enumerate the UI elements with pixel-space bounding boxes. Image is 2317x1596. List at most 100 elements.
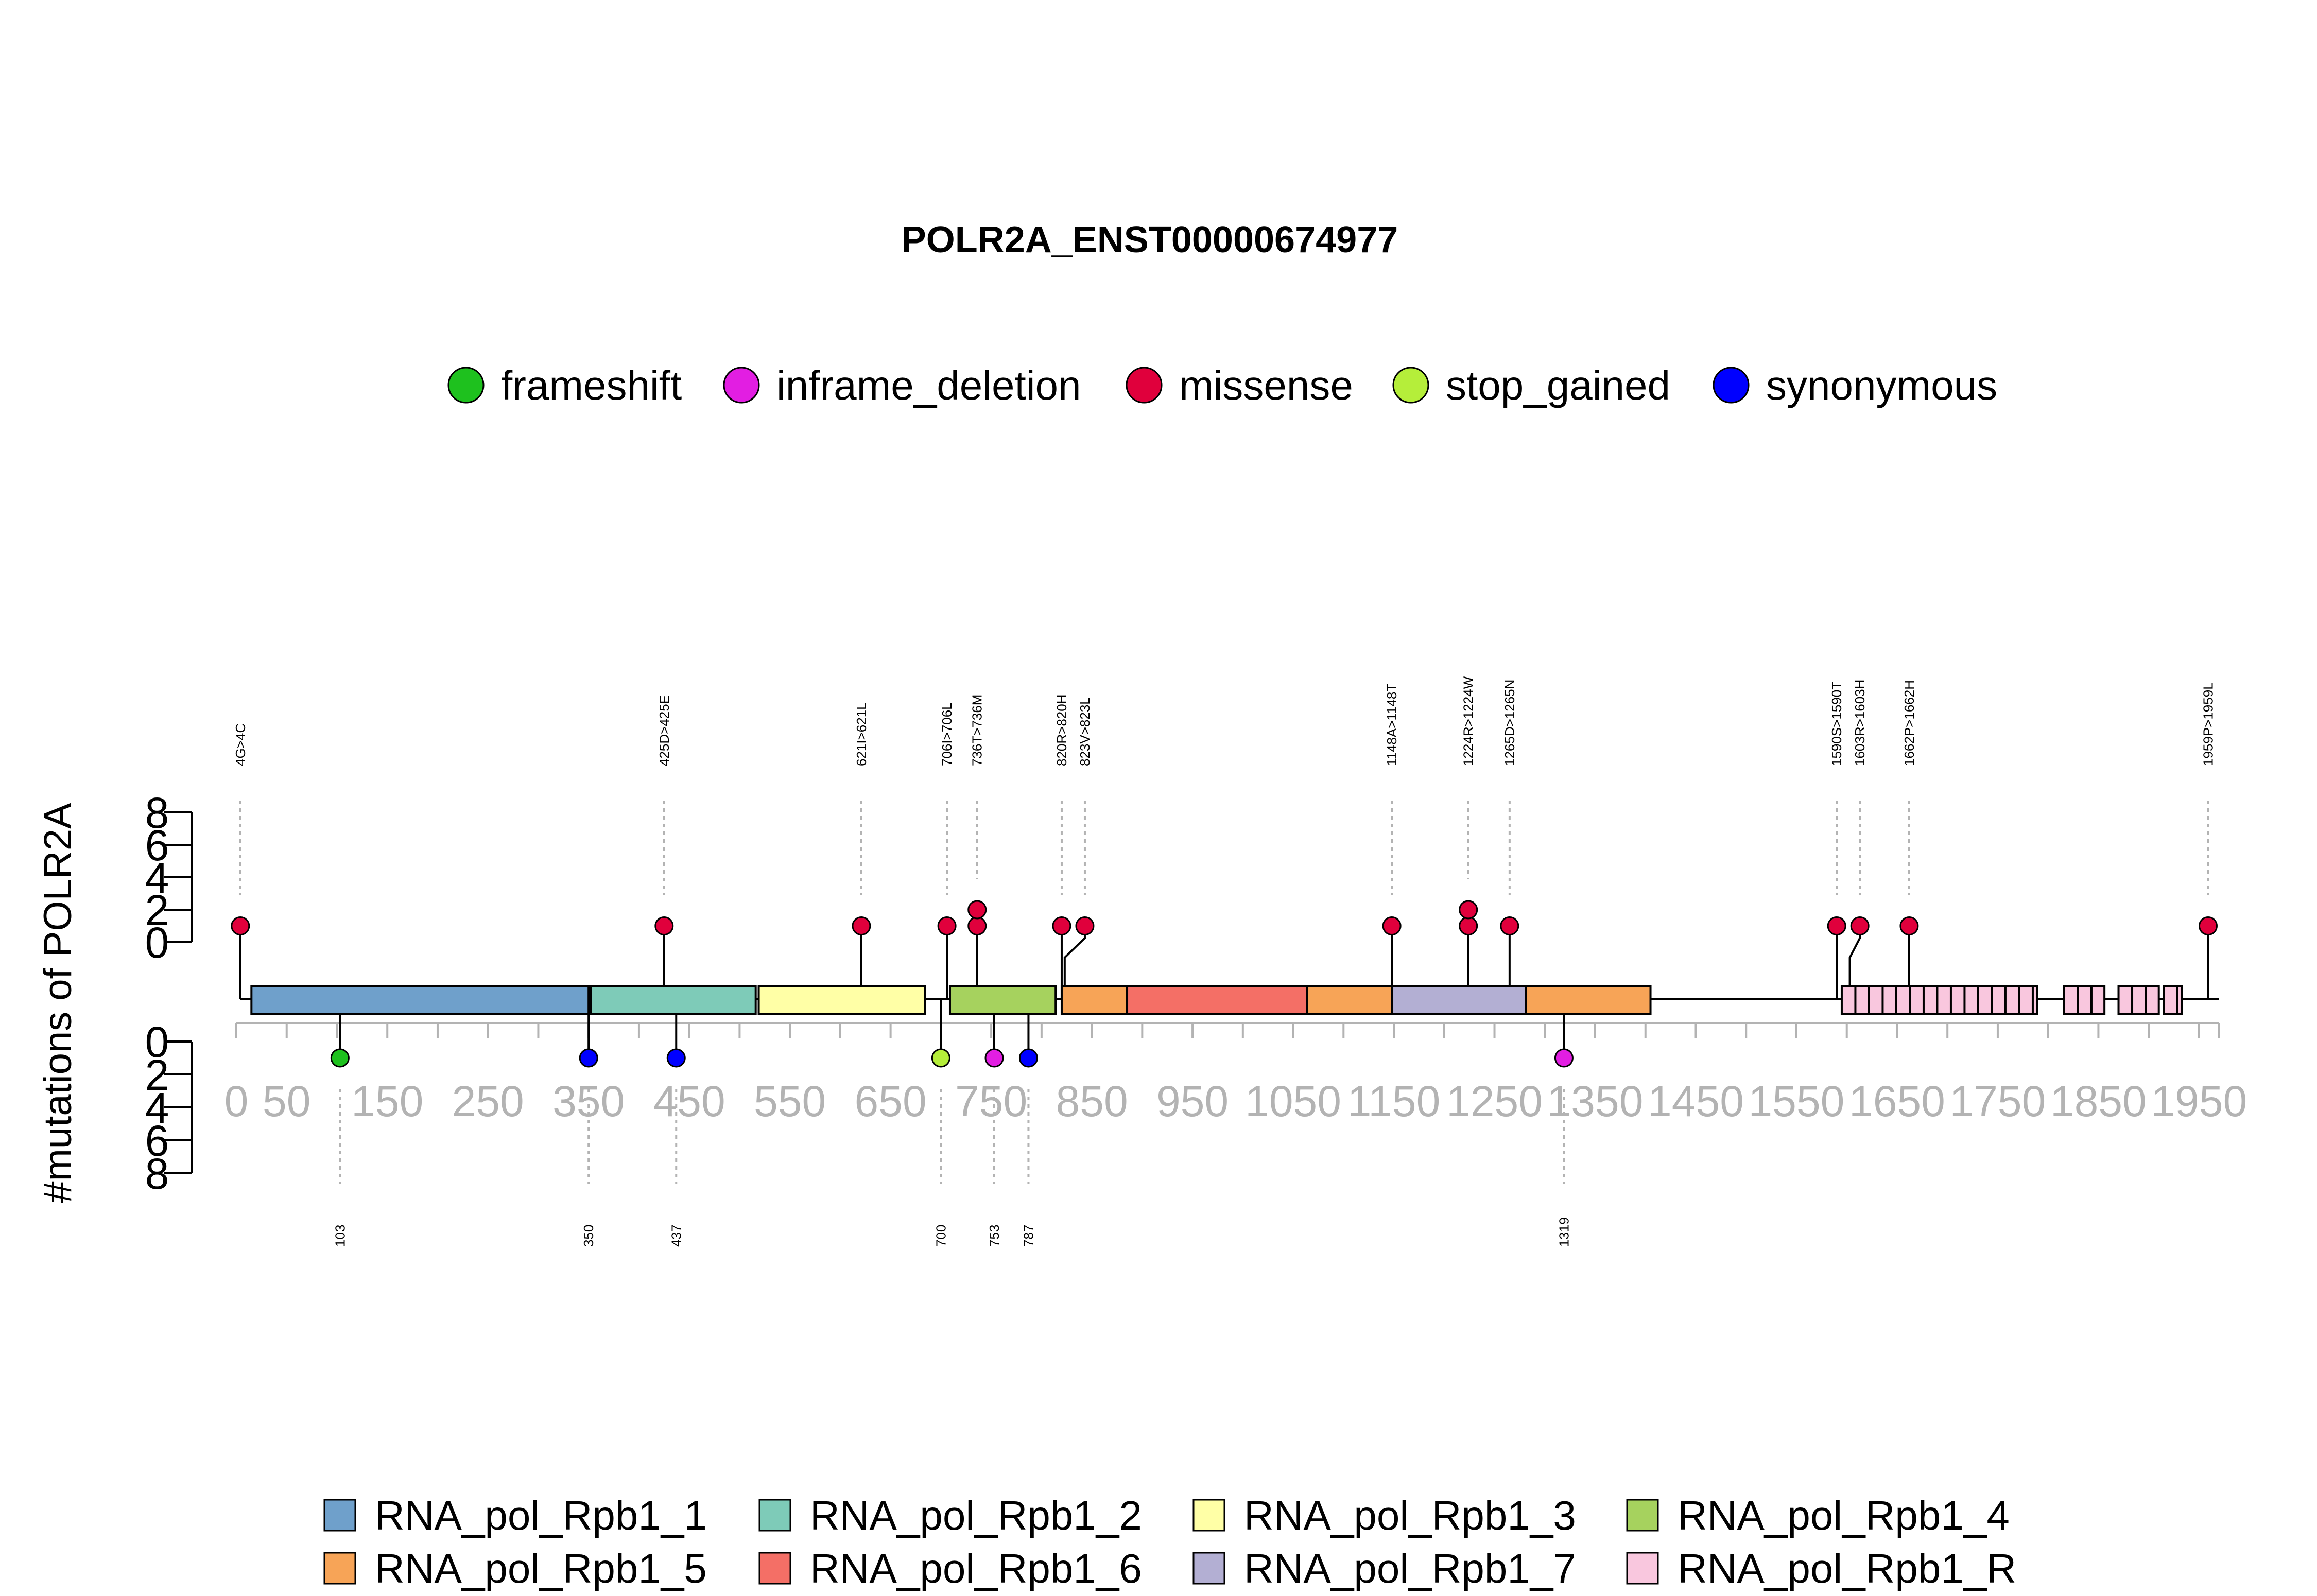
mutation-label: 823V>823L <box>1077 697 1093 766</box>
lollipop-head <box>1459 916 1478 935</box>
mutation-label: 753 <box>987 1225 1002 1247</box>
domain-box-RNA_pol_Rpb1_R <box>2063 985 2106 1015</box>
bottom-y-tick-label: 8 <box>145 1150 169 1198</box>
mutation-label: 1148A>1148T <box>1384 684 1399 766</box>
mutation-label: 736T>736M <box>970 695 985 766</box>
x-tick-label: 1650 <box>1849 1077 1945 1125</box>
y-axis-label: #mutations of POLR2A <box>36 803 80 1203</box>
domain-box-RNA_pol_Rpb1_R <box>2117 985 2160 1015</box>
domain-box-RNA_pol_Rpb1_2 <box>590 985 757 1015</box>
domain-box-RNA_pol_Rpb1_R <box>2163 985 2183 1015</box>
lollipop-head <box>1382 916 1402 935</box>
lollipop-head <box>579 1048 598 1068</box>
domain-box-RNA_pol_Rpb1_6 <box>1126 985 1308 1015</box>
domain-legend-label: RNA_pol_Rpb1_R <box>1678 1546 2016 1591</box>
x-tick-label: 50 <box>263 1077 310 1125</box>
mutation-label: 1959P>1959L <box>2200 682 2216 766</box>
legend-marker-frameshift <box>447 367 485 404</box>
lollipop-head <box>1075 916 1095 935</box>
mutation-label: 1224R>1224W <box>1461 676 1476 766</box>
guide-lines <box>239 801 2209 1184</box>
mutation-label: 700 <box>933 1225 948 1247</box>
lollipop-head <box>984 1048 1004 1068</box>
domain-legend-label: RNA_pol_Rpb1_2 <box>810 1493 1142 1538</box>
chart-title: POLR2A_ENST00000674977 <box>902 219 1398 261</box>
x-tick-label: 650 <box>855 1077 927 1125</box>
lollipop-head <box>1018 1048 1038 1068</box>
legend-label-missense: missense <box>1179 362 1353 408</box>
domain-box-RNA_pol_Rpb1_3 <box>757 985 926 1015</box>
domain-box-RNA_pol_Rpb1_5 <box>1060 985 1129 1015</box>
mutation-label: 437 <box>668 1225 684 1247</box>
legend-marker-synonymous <box>1713 367 1750 404</box>
x-tick-label: 450 <box>653 1077 725 1125</box>
legend-label-frameshift: frameshift <box>501 362 682 408</box>
lollipop-head <box>937 916 957 935</box>
x-tick-label: 1250 <box>1446 1077 1543 1125</box>
domain-legend-label: RNA_pol_Rpb1_1 <box>375 1493 707 1538</box>
mutation-label: 1319 <box>1556 1217 1571 1247</box>
mutation-label: 1662P>1662H <box>1901 680 1917 766</box>
lollipop-head <box>654 916 674 935</box>
mutation-label: 1603R>1603H <box>1852 680 1868 766</box>
legend-marker-missense <box>1126 367 1163 404</box>
legend-label-inframe_deletion: inframe_deletion <box>776 362 1081 408</box>
lollipop-head <box>1827 916 1846 935</box>
domain-legend-swatch <box>758 1552 791 1585</box>
lollipop-head <box>231 916 250 935</box>
mutation-label: 787 <box>1021 1225 1036 1247</box>
domain-box-RNA_pol_Rpb1_7 <box>1391 985 1527 1015</box>
domain-legend-label: RNA_pol_Rpb1_3 <box>1244 1493 1576 1538</box>
bottom-y-tick-label: 0 <box>145 1018 169 1066</box>
mutation-label: 350 <box>581 1225 596 1247</box>
top-y-tick-label: 4 <box>145 854 169 902</box>
legend-marker-inframe_deletion <box>723 367 760 404</box>
x-tick-label: 1450 <box>1648 1077 1744 1125</box>
x-tick-label: 1050 <box>1245 1077 1341 1125</box>
top-y-tick-label: 0 <box>145 918 169 967</box>
legend-label-stop_gained: stop_gained <box>1446 362 1670 408</box>
domain-box-RNA_pol_Rpb1_4 <box>948 985 1057 1015</box>
x-tick-label: 1350 <box>1547 1077 1644 1125</box>
lollipop-head <box>1850 916 1870 935</box>
mutation-label: 621I>621L <box>854 702 869 766</box>
mutation-label: 706I>706L <box>939 702 955 766</box>
domain-box-RNA_pol_Rpb1_1 <box>250 985 590 1015</box>
domain-box-RNA_pol_Rpb1_R <box>1840 985 2038 1015</box>
domain-legend-swatch <box>323 1552 356 1585</box>
mutation-label: 4G>4C <box>233 723 248 766</box>
lollipop-head <box>1459 900 1478 920</box>
domain-boxes <box>250 985 2183 1015</box>
lollipop-head <box>330 1048 350 1068</box>
x-axis: 0 50 150 250 350 450 550 650 750 850 950 1050 1150 12… <box>224 1022 2247 1125</box>
domain-legend-swatch <box>1626 1552 1659 1585</box>
x-tick-label: 250 <box>452 1077 524 1125</box>
mutation-label: 425D>425E <box>656 695 672 766</box>
mutation-label: 1265D>1265N <box>1502 680 1517 766</box>
lollipop-head <box>852 916 871 935</box>
x-tick-label: 750 <box>955 1077 1027 1125</box>
mutation-labels: 4G>4C 425D>425E 621I>621L 706I>706L 736T>736… <box>233 676 2216 1247</box>
lollipop-head <box>1554 1048 1574 1068</box>
domain-legend-swatch <box>1192 1499 1225 1532</box>
x-tick-label: 1950 <box>2151 1077 2247 1125</box>
x-tick-label: 1750 <box>1950 1077 2046 1125</box>
x-tick-label: 1150 <box>1347 1077 1441 1125</box>
variant-legend: frameshift inframe_deletion missense stop_g… <box>447 362 1997 408</box>
mutation-label: 820R>820H <box>1054 695 1069 767</box>
domain-legend-swatch <box>1626 1499 1659 1532</box>
domain-box-RNA_pol_Rpb1_5 <box>1525 985 1652 1015</box>
x-tick-label: 1550 <box>1749 1077 1845 1125</box>
bottom-y-tick-label: 6 <box>145 1117 169 1165</box>
lollipop-head <box>967 916 987 935</box>
lollipop-head <box>1500 916 1519 935</box>
x-tick-label: 950 <box>1156 1077 1229 1125</box>
bottom-y-tick-label: 2 <box>145 1051 169 1099</box>
lollipop-head <box>2198 916 2218 935</box>
domain-legend-swatch <box>758 1499 791 1532</box>
domain-legend-label: RNA_pol_Rpb1_5 <box>375 1546 707 1591</box>
x-tick-label: 850 <box>1056 1077 1128 1125</box>
domain-legend-label: RNA_pol_Rpb1_4 <box>1678 1493 2010 1538</box>
